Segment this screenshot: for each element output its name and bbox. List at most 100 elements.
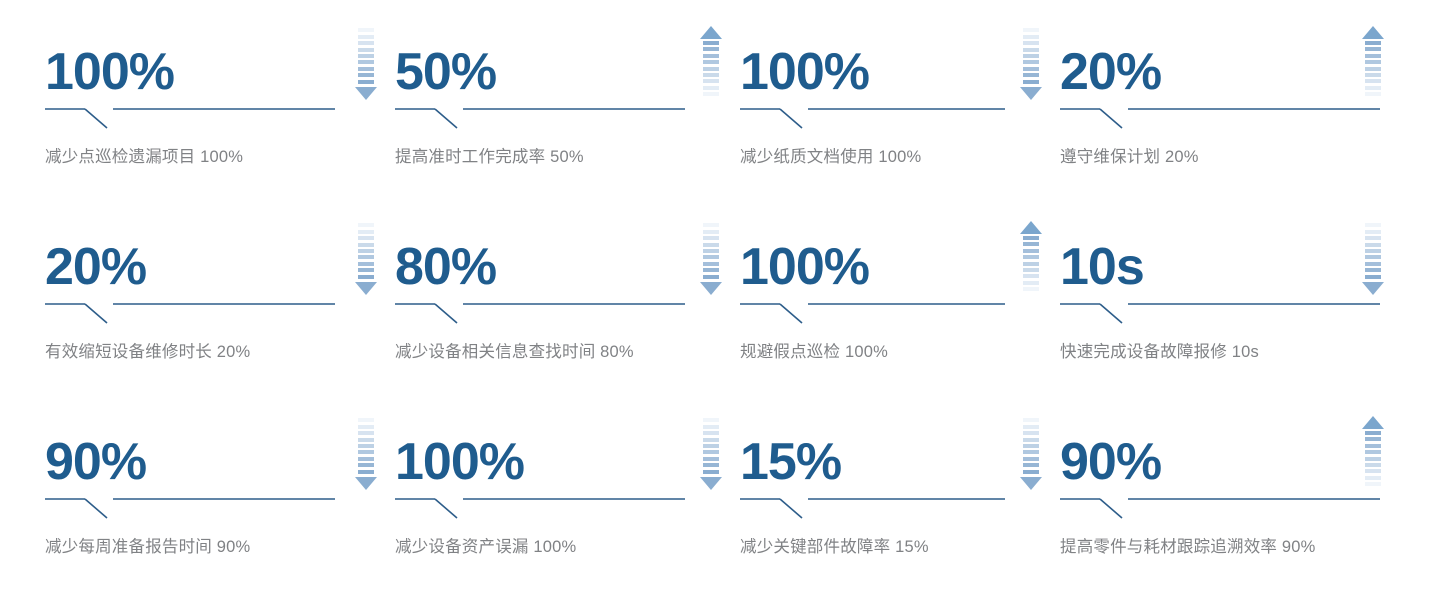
arrow-bar	[1365, 236, 1381, 241]
arrow-bar	[1365, 482, 1381, 487]
arrow-bar	[703, 261, 719, 266]
arrow-bar	[358, 249, 374, 254]
arrow-bar	[1365, 437, 1381, 442]
arrow-down-gradient-icon	[700, 416, 722, 490]
arrow-bar	[1023, 444, 1039, 449]
arrow-bar	[358, 450, 374, 455]
arrow-down-gradient-icon	[355, 26, 377, 100]
arrow-bar	[703, 72, 719, 77]
arrow-bar	[1365, 255, 1381, 260]
stat-label: 提高零件与耗材跟踪追溯效率 90%	[1060, 538, 1316, 556]
stat-divider-rule	[1060, 106, 1402, 132]
arrow-bar	[358, 418, 374, 423]
arrow-bar	[703, 444, 719, 449]
arrow-gradient-bars	[703, 418, 719, 476]
stat-value: 10s	[1060, 238, 1145, 296]
arrow-gradient-bars	[703, 41, 719, 99]
stat-label: 提高准时工作完成率 50%	[395, 148, 584, 166]
arrow-bar	[358, 469, 374, 474]
arrow-head-triangle-icon	[1362, 26, 1384, 39]
arrow-bar	[1023, 280, 1039, 285]
arrow-bar	[1023, 431, 1039, 436]
stat-label: 减少关键部件故障率 15%	[740, 538, 929, 556]
stat-label: 有效缩短设备维修时长 20%	[45, 343, 251, 361]
stat-label: 减少每周准备报告时间 90%	[45, 538, 251, 556]
arrow-bar	[358, 73, 374, 78]
stat-label: 减少纸质文档使用 100%	[740, 148, 922, 166]
arrow-down-gradient-icon	[355, 416, 377, 490]
arrow-head-triangle-icon	[700, 26, 722, 39]
stat-value: 90%	[45, 433, 147, 491]
arrow-bar	[703, 274, 719, 279]
stat-value: 100%	[740, 43, 870, 101]
arrow-bar	[358, 41, 374, 46]
arrow-bar	[1365, 41, 1381, 45]
stat-card-header: 100%	[395, 412, 740, 490]
arrow-bar	[703, 418, 719, 423]
arrow-bar	[1023, 456, 1039, 461]
arrow-up-gradient-icon	[1020, 221, 1042, 295]
arrow-bar	[1023, 28, 1039, 33]
arrow-bar	[703, 79, 719, 84]
stat-card-header: 50%	[395, 22, 740, 100]
arrow-head-triangle-icon	[355, 87, 377, 100]
arrow-bar	[703, 450, 719, 455]
arrow-bar	[358, 34, 374, 39]
arrow-bar	[358, 60, 374, 65]
arrow-bar	[703, 437, 719, 442]
stat-card: 20% 遵守维保计划 20%	[1060, 22, 1402, 217]
arrow-bar	[1365, 47, 1381, 52]
arrow-bar	[1365, 475, 1381, 480]
stat-card: 90% 减少每周准备报告时间 90%	[45, 412, 395, 607]
arrow-bar	[1023, 66, 1039, 71]
arrow-down-gradient-icon	[700, 221, 722, 295]
stat-value: 20%	[1060, 43, 1162, 101]
arrow-down-gradient-icon	[355, 221, 377, 295]
arrow-bar	[1365, 242, 1381, 247]
arrow-bar	[703, 41, 719, 45]
arrow-bar	[1023, 236, 1039, 240]
arrow-bar	[1023, 60, 1039, 65]
arrow-gradient-bars	[1023, 236, 1039, 294]
arrow-bar	[1365, 450, 1381, 455]
stat-card: 100% 减少设备资产误漏 100%	[395, 412, 740, 607]
arrow-bar	[358, 229, 374, 234]
arrow-head-triangle-icon	[1020, 221, 1042, 234]
arrow-bar	[1365, 431, 1381, 435]
arrow-bar	[1023, 450, 1039, 455]
stat-card: 20% 有效缩短设备维修时长 20%	[45, 217, 395, 412]
arrow-bar	[1023, 274, 1039, 279]
arrow-bar	[1365, 456, 1381, 461]
arrow-head-triangle-icon	[355, 477, 377, 490]
arrow-bar	[358, 255, 374, 260]
arrow-bar	[358, 424, 374, 429]
arrow-bar	[1365, 53, 1381, 58]
arrow-bar	[1023, 255, 1039, 260]
stat-value: 100%	[45, 43, 175, 101]
arrow-bar	[358, 66, 374, 71]
stat-card: 50% 提高准时工作完成率 50%	[395, 22, 740, 217]
stat-divider-rule	[1060, 496, 1402, 522]
arrow-bar	[1023, 34, 1039, 39]
stat-card: 90% 提高零件与耗材跟踪追溯效率 90%	[1060, 412, 1402, 607]
arrow-bar	[1365, 79, 1381, 84]
arrow-bar	[703, 66, 719, 71]
arrow-gradient-bars	[1365, 431, 1381, 489]
arrow-gradient-bars	[358, 28, 374, 86]
arrow-bar	[1023, 424, 1039, 429]
stat-card-header: 100%	[740, 217, 1060, 295]
arrow-bar	[703, 47, 719, 52]
stat-value: 20%	[45, 238, 147, 296]
arrow-bar	[703, 249, 719, 254]
arrow-bar	[1365, 92, 1381, 97]
arrow-bar	[1365, 223, 1381, 228]
arrow-bar	[1365, 443, 1381, 448]
arrow-bar	[703, 53, 719, 58]
stat-value: 100%	[740, 238, 870, 296]
arrow-bar	[1023, 41, 1039, 46]
arrow-gradient-bars	[358, 418, 374, 476]
arrow-bar	[1365, 66, 1381, 71]
arrow-bar	[1023, 79, 1039, 84]
stat-label: 规避假点巡检 100%	[740, 343, 888, 361]
rule-notch-diagonal	[779, 498, 803, 519]
